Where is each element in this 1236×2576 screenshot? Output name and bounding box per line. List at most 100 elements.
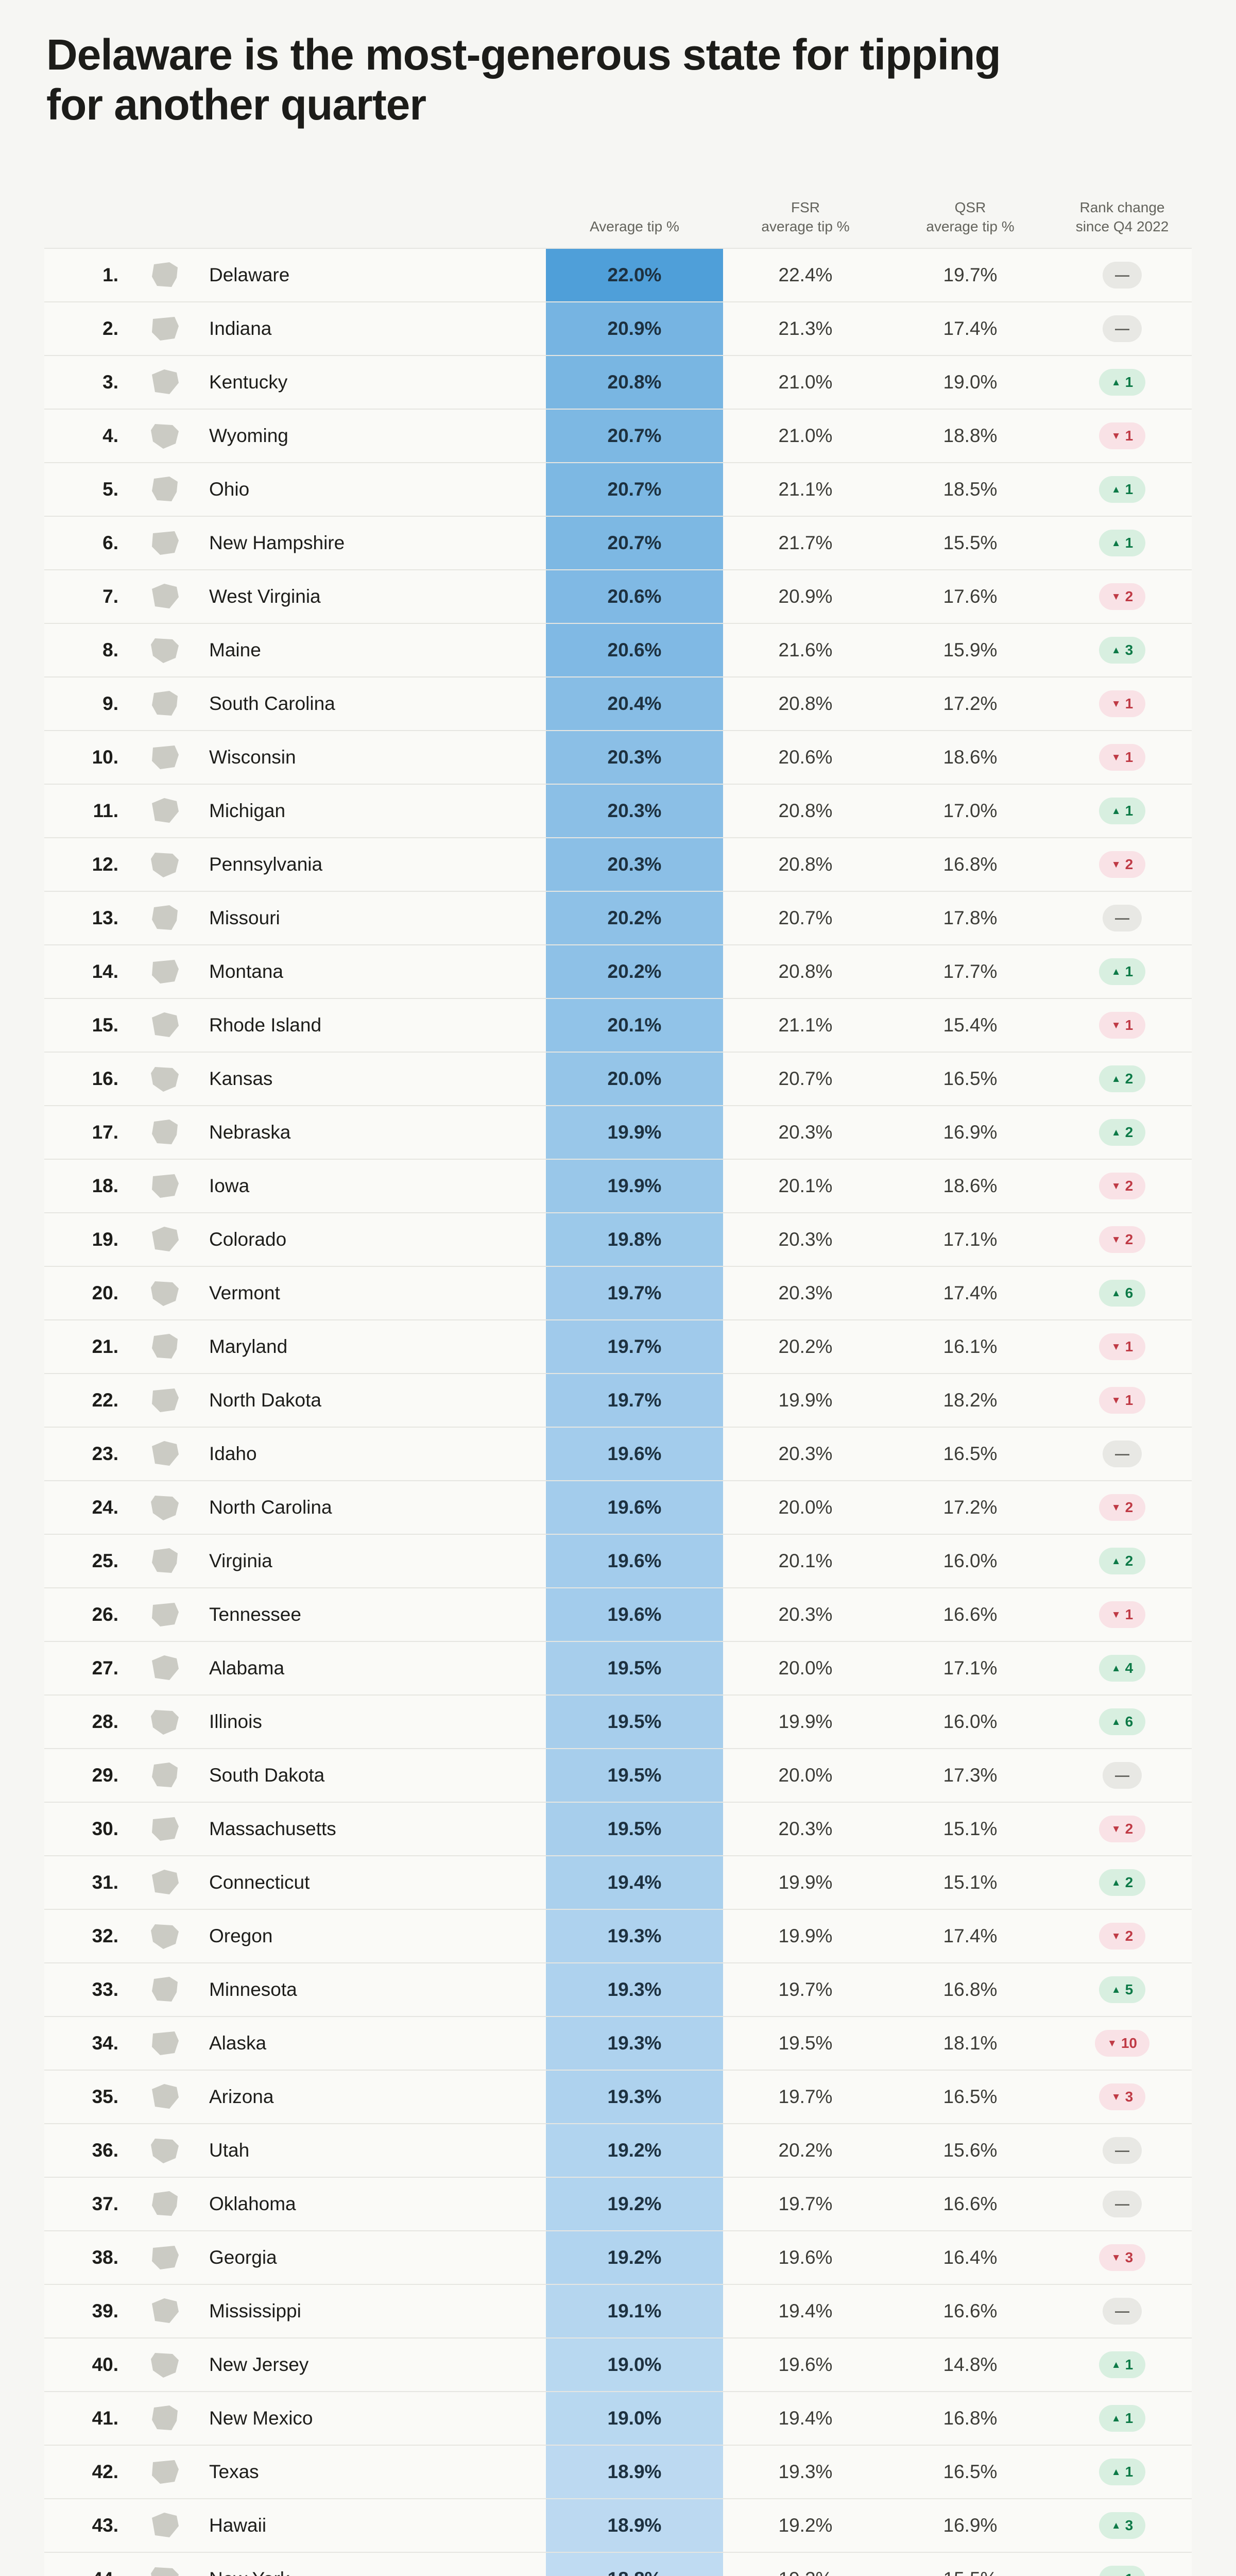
down-arrow-icon: ▼	[1111, 859, 1121, 870]
state-name: Iowa	[209, 1175, 250, 1197]
rank-number: 5.	[102, 479, 118, 500]
rank-change-cell: ▲ 6	[1053, 1280, 1192, 1307]
state-name: Kentucky	[209, 371, 288, 393]
fsr-tip-value: 19.7%	[778, 2086, 833, 2108]
state-shape-icon	[122, 689, 209, 719]
state-name: Alaska	[209, 2032, 267, 2054]
up-arrow-icon: ▲	[1111, 1073, 1121, 1084]
qsr-tip-value: 16.0%	[943, 1550, 998, 1572]
fsr-tip-value: 21.0%	[778, 371, 833, 393]
qsr-tip-value: 16.5%	[943, 2086, 998, 2108]
rank-change-badge: ▲ 2	[1098, 1869, 1146, 1896]
table-row: 27. Alabama 19.5% 20.0% 17.1% ▲ 4	[44, 1642, 1192, 1696]
state-shape-icon	[122, 2564, 209, 2576]
rank-number: 28.	[92, 1711, 118, 1733]
rank-change-cell: ▼ 1	[1053, 1601, 1192, 1629]
fsr-tip-value: 19.5%	[778, 2032, 833, 2054]
table-row: 26. Tennessee 19.6% 20.3% 16.6% ▼ 1	[44, 1588, 1192, 1642]
state-name: Minnesota	[209, 1979, 297, 2001]
rank-number: 13.	[92, 907, 118, 929]
state-name: Georgia	[209, 2247, 277, 2268]
rank-change-cell: ▲ 2	[1053, 1065, 1192, 1093]
average-tip-value: 19.5%	[546, 1803, 723, 1856]
rank-change-cell: ▼ 3	[1053, 2244, 1192, 2272]
fsr-tip-value: 20.8%	[778, 961, 833, 982]
rank-change-cell: ▲1	[1053, 2459, 1192, 2486]
rank-number: 7.	[102, 586, 118, 607]
state-name: Idaho	[209, 1443, 257, 1465]
column-header-fsr-line2: average tip %	[761, 218, 850, 235]
table-row: 4. Wyoming 20.7% 21.0% 18.8% ▼ 1	[44, 410, 1192, 464]
down-arrow-icon: ▼	[1111, 1234, 1121, 1245]
rank-number: 39.	[92, 2300, 118, 2322]
rank-change-badge: ▼ 1	[1098, 690, 1146, 718]
table-row: 22. North Dakota 19.7% 19.9% 18.2% ▼ 1	[44, 1374, 1192, 1428]
qsr-tip-value: 16.6%	[943, 2193, 998, 2215]
rank-number: 16.	[92, 1068, 118, 1090]
rank-change-badge: ▲1	[1098, 2566, 1146, 2576]
down-arrow-icon: ▼	[1111, 1180, 1121, 1192]
rank-change-badge: ▼ 1	[1098, 1601, 1146, 1629]
state-name: Maryland	[209, 1336, 288, 1358]
average-tip-value: 19.7%	[546, 1320, 723, 1374]
state-shape-icon	[122, 1332, 209, 1362]
rank-change-cell: ▲1	[1053, 958, 1192, 986]
state-shape-icon	[122, 1225, 209, 1255]
down-arrow-icon: ▼	[1111, 1395, 1121, 1406]
down-arrow-icon: ▼	[1111, 1020, 1121, 1031]
rank-change-cell: ▲1	[1053, 2351, 1192, 2379]
state-shape-icon	[122, 2028, 209, 2058]
rank-change-badge: ▼ 1	[1098, 1333, 1146, 1361]
state-shape-icon	[122, 1546, 209, 1576]
rank-change-badge: ▼ 2	[1098, 851, 1146, 878]
table-row: 36. Utah 19.2% 20.2% 15.6% —	[44, 2124, 1192, 2178]
state-name: West Virginia	[209, 586, 321, 607]
fsr-tip-value: 20.2%	[778, 1336, 833, 1358]
up-arrow-icon: ▲	[1111, 1984, 1121, 1995]
rank-change-cell: ▼ 2	[1053, 1816, 1192, 1843]
rank-number: 14.	[92, 961, 118, 982]
state-shape-icon	[122, 850, 209, 879]
state-name: Wisconsin	[209, 747, 296, 768]
qsr-tip-value: 17.2%	[943, 1497, 998, 1518]
average-tip-value: 20.3%	[546, 838, 723, 891]
rank-change-badge: ▼ 3	[1098, 2083, 1146, 2111]
down-arrow-icon: ▼	[1111, 1502, 1121, 1513]
table-row: 39. Mississippi 19.1% 19.4% 16.6% —	[44, 2285, 1192, 2339]
qsr-tip-value: 15.5%	[888, 2568, 1053, 2576]
table-row: 35. Arizona 19.3% 19.7% 16.5% ▼ 3	[44, 2071, 1192, 2125]
qsr-tip-value: 16.0%	[943, 1711, 998, 1733]
fsr-tip-value: 19.6%	[778, 2354, 833, 2376]
qsr-tip-value: 16.4%	[943, 2247, 998, 2268]
column-header-fsr-line1: FSR	[791, 199, 820, 215]
rank-change-badge: ▼ 2	[1098, 1173, 1146, 1200]
rank-change-badge: ▲ 6	[1098, 1708, 1146, 1736]
rank-change-badge: —	[1103, 262, 1142, 289]
column-header-rank-change: Rank change since Q4 2022	[1053, 198, 1192, 237]
state-shape-icon	[122, 1493, 209, 1522]
table-row: 44. New York 18.8% 19.2% 15.5% ▲1	[44, 2553, 1192, 2576]
rank-change-cell: ▲1	[1053, 2566, 1192, 2576]
table-row: 13. Missouri 20.2% 20.7% 17.8% —	[44, 892, 1192, 946]
rank-change-badge: ▼ 10	[1095, 2030, 1149, 2057]
table-row: 3. Kentucky 20.8% 21.0% 19.0% ▲ 1	[44, 356, 1192, 410]
up-arrow-icon: ▲	[1111, 2413, 1121, 2424]
down-arrow-icon: ▼	[1111, 1341, 1121, 1352]
rank-change-badge: —	[1103, 1762, 1142, 1789]
rank-number: 19.	[92, 1229, 118, 1250]
table-row: 24. North Carolina 19.6% 20.0% 17.2% ▼ 2	[44, 1481, 1192, 1535]
average-tip-value: 20.7%	[546, 517, 723, 570]
rank-change-cell: ▼ 1	[1053, 422, 1192, 450]
rank-change-cell: —	[1053, 905, 1192, 932]
state-shape-icon	[122, 2296, 209, 2326]
rank-change-badge: —	[1103, 2191, 1142, 2218]
average-tip-value: 19.7%	[546, 1374, 723, 1427]
fsr-tip-value: 20.8%	[778, 693, 833, 715]
rank-change-badge: ▼ 1	[1098, 744, 1146, 771]
fsr-tip-value: 19.9%	[778, 1389, 833, 1411]
up-arrow-icon: ▲	[1111, 537, 1121, 549]
table-row: 7. West Virginia 20.6% 20.9% 17.6% ▼ 2	[44, 570, 1192, 624]
fsr-tip-value: 19.9%	[778, 1711, 833, 1733]
qsr-tip-value: 15.5%	[943, 532, 998, 554]
